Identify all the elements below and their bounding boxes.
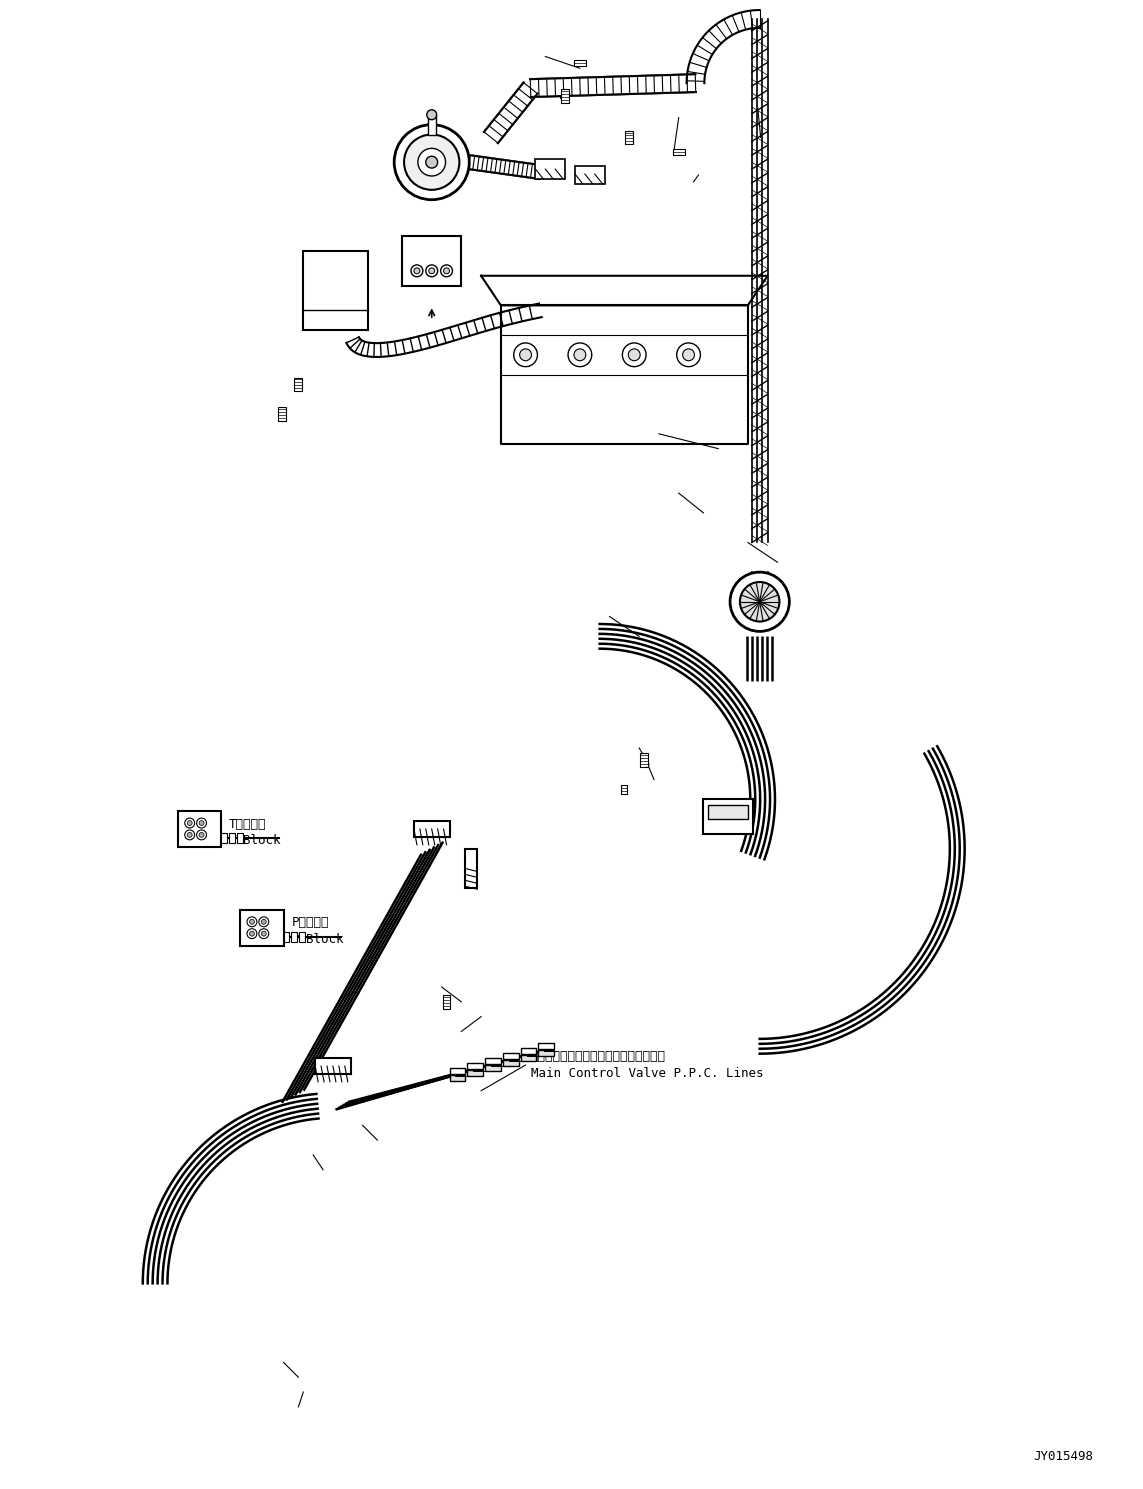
Bar bbox=[561, 89, 569, 103]
Circle shape bbox=[249, 919, 255, 925]
Polygon shape bbox=[501, 305, 748, 444]
Circle shape bbox=[418, 149, 446, 176]
Bar bbox=[467, 1063, 483, 1069]
Circle shape bbox=[629, 348, 640, 360]
Text: Tブロック: Tブロック bbox=[230, 817, 266, 831]
Bar bbox=[673, 149, 685, 155]
Text: Pブロック: Pブロック bbox=[291, 916, 329, 929]
Circle shape bbox=[443, 268, 449, 274]
Circle shape bbox=[740, 582, 780, 621]
Circle shape bbox=[258, 929, 269, 938]
Bar bbox=[640, 753, 648, 767]
Polygon shape bbox=[530, 74, 696, 97]
Bar bbox=[538, 1044, 554, 1050]
Bar bbox=[703, 800, 753, 834]
Bar bbox=[574, 61, 586, 67]
Bar bbox=[303, 252, 368, 331]
Polygon shape bbox=[530, 74, 696, 97]
Circle shape bbox=[677, 342, 701, 366]
Circle shape bbox=[199, 832, 203, 837]
Bar bbox=[738, 606, 782, 616]
Circle shape bbox=[187, 820, 192, 825]
Bar bbox=[742, 600, 777, 609]
Circle shape bbox=[187, 832, 192, 837]
Bar bbox=[449, 1075, 465, 1081]
Bar bbox=[535, 159, 565, 179]
Polygon shape bbox=[483, 82, 537, 143]
Bar bbox=[625, 131, 633, 144]
Circle shape bbox=[405, 134, 459, 189]
Bar bbox=[291, 932, 297, 941]
Bar bbox=[538, 1050, 554, 1056]
Bar bbox=[467, 1071, 483, 1077]
Circle shape bbox=[411, 265, 423, 277]
Circle shape bbox=[247, 929, 257, 938]
Circle shape bbox=[682, 348, 695, 360]
Bar bbox=[575, 167, 605, 185]
Circle shape bbox=[426, 265, 438, 277]
Circle shape bbox=[262, 931, 266, 937]
Bar bbox=[442, 995, 450, 1008]
Text: T-Block: T-Block bbox=[230, 834, 281, 847]
Bar bbox=[278, 406, 286, 421]
Bar bbox=[295, 378, 302, 392]
Polygon shape bbox=[469, 155, 542, 179]
Bar bbox=[503, 1053, 519, 1059]
Bar bbox=[427, 115, 435, 134]
Bar bbox=[283, 932, 289, 941]
Circle shape bbox=[394, 125, 470, 200]
Circle shape bbox=[185, 829, 194, 840]
Circle shape bbox=[568, 342, 592, 366]
Circle shape bbox=[426, 156, 438, 168]
Text: JY015498: JY015498 bbox=[1033, 1450, 1094, 1464]
Circle shape bbox=[429, 268, 434, 274]
Polygon shape bbox=[346, 304, 542, 357]
Text: P-Block: P-Block bbox=[291, 934, 344, 946]
Bar bbox=[520, 1048, 536, 1054]
Bar bbox=[230, 832, 235, 843]
Text: メインコントロールバルブＰＰＣライン: メインコントロールバルブＰＰＣライン bbox=[530, 1050, 665, 1063]
Bar bbox=[402, 237, 462, 286]
Bar bbox=[709, 806, 748, 819]
Circle shape bbox=[262, 919, 266, 925]
Circle shape bbox=[199, 820, 203, 825]
Bar bbox=[465, 849, 477, 889]
Circle shape bbox=[730, 572, 790, 631]
Circle shape bbox=[258, 917, 269, 926]
Bar bbox=[315, 1059, 351, 1074]
Polygon shape bbox=[483, 82, 537, 143]
Circle shape bbox=[520, 348, 531, 360]
Bar bbox=[414, 820, 449, 837]
Circle shape bbox=[440, 265, 453, 277]
Text: Main Control Valve P.P.C. Lines: Main Control Valve P.P.C. Lines bbox=[530, 1068, 764, 1081]
Circle shape bbox=[426, 110, 437, 119]
Bar bbox=[520, 1056, 536, 1062]
Circle shape bbox=[513, 342, 537, 366]
Circle shape bbox=[185, 817, 194, 828]
Circle shape bbox=[197, 817, 207, 828]
Circle shape bbox=[197, 829, 207, 840]
Circle shape bbox=[623, 342, 646, 366]
Bar bbox=[449, 1068, 465, 1074]
Polygon shape bbox=[687, 10, 760, 83]
Bar bbox=[178, 812, 222, 847]
Bar bbox=[240, 910, 283, 946]
Circle shape bbox=[247, 917, 257, 926]
Circle shape bbox=[249, 931, 255, 937]
Polygon shape bbox=[481, 275, 768, 305]
Bar bbox=[503, 1060, 519, 1066]
Bar bbox=[622, 785, 628, 795]
Bar bbox=[299, 932, 305, 941]
Bar bbox=[222, 832, 227, 843]
Bar bbox=[237, 832, 243, 843]
Circle shape bbox=[414, 268, 419, 274]
Polygon shape bbox=[469, 155, 542, 179]
Circle shape bbox=[574, 348, 586, 360]
Bar bbox=[485, 1065, 501, 1071]
Bar bbox=[485, 1059, 501, 1065]
